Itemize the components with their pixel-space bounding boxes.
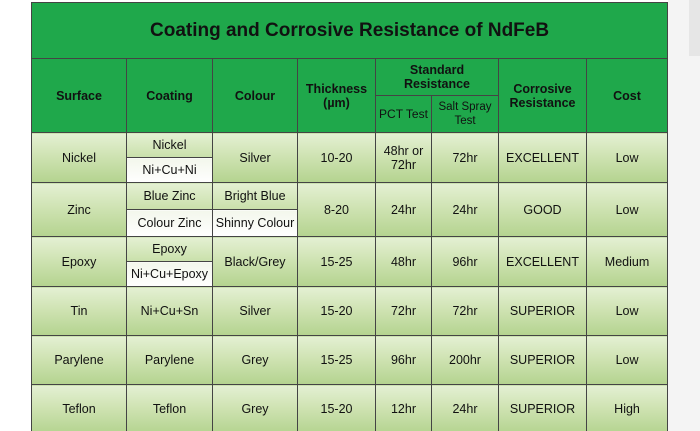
table-row: Zinc Blue Zinc Bright Blue 8-20 24hr 24hr GOOD…	[31, 182, 669, 237]
coating-cell: Parylene	[126, 335, 213, 385]
salt-spray-cell: 24hr	[431, 384, 499, 431]
coating-table: Coating and Corrosive Resistance of NdFe…	[30, 2, 669, 431]
coating-cell: Nickel	[126, 132, 213, 158]
header-standard-resistance: Standard Resistance	[375, 58, 499, 96]
colour-cell: Grey	[212, 335, 298, 385]
header-salt-spray-test: Salt Spray Test	[431, 95, 499, 133]
table-row: Tin Ni+Cu+Sn Silver 15-20 72hr 72hr SUPERIOR Lo…	[31, 286, 669, 336]
corrosive-resistance-cell: EXCELLENT	[498, 236, 587, 287]
coating-cell: Colour Zinc	[126, 209, 213, 237]
pct-test-cell: 48hr or 72hr	[375, 132, 432, 183]
surface-cell: Teflon	[31, 384, 127, 431]
header-salt-spray-label: Salt Spray Test	[438, 101, 492, 127]
pct-test-cell: 24hr	[375, 182, 432, 237]
salt-spray-cell: 200hr	[431, 335, 499, 385]
thickness-cell: 10-20	[297, 132, 376, 183]
surface-cell: Tin	[31, 286, 127, 336]
thickness-cell: 15-25	[297, 335, 376, 385]
pct-test-cell: 48hr	[375, 236, 432, 287]
colour-cell: Shinny Colour	[212, 209, 298, 237]
surface-cell: Zinc	[31, 182, 127, 237]
coating-cell: Ni+Cu+Sn	[126, 286, 213, 336]
table-row: Parylene Parylene Grey 15-25 96hr 200hr SUPERI…	[31, 335, 669, 385]
colour-cell: Silver	[212, 132, 298, 183]
cost-cell: Low	[585, 286, 669, 336]
colour-cell: Grey	[212, 384, 298, 431]
table-title: Coating and Corrosive Resistance of NdFe…	[30, 2, 669, 59]
thickness-cell: 15-25	[297, 236, 376, 287]
header-corrosive-resistance-label: Corrosive Resistance	[509, 81, 576, 110]
header-surface: Surface	[31, 58, 127, 133]
coating-cell: Ni+Cu+Ni	[126, 157, 213, 183]
thickness-cell: 15-20	[297, 286, 376, 336]
right-margin	[668, 0, 700, 431]
table-row-continued: Colour Zinc Shinny Colour	[32, 209, 668, 237]
colour-cell: Black/Grey	[212, 236, 298, 287]
cost-cell: Medium	[585, 236, 669, 287]
corrosive-resistance-cell: SUPERIOR	[498, 335, 587, 385]
surface-cell: Nickel	[31, 132, 127, 183]
coating-cell: Blue Zinc	[126, 182, 213, 210]
table-body: Nickel Nickel Silver 10-20 48hr or 72hr 72hr E…	[31, 132, 669, 431]
salt-spray-cell: 72hr	[431, 132, 499, 183]
header-coating: Coating	[126, 58, 213, 133]
salt-spray-cell: 96hr	[431, 236, 499, 287]
thickness-cell: 15-20	[297, 384, 376, 431]
cost-cell: High	[585, 384, 669, 431]
scroll-notch	[689, 0, 700, 56]
corrosive-resistance-cell: SUPERIOR	[498, 286, 587, 336]
coating-cell: Teflon	[126, 384, 213, 431]
salt-spray-cell: 72hr	[431, 286, 499, 336]
header-corrosive-resistance: Corrosive Resistance	[498, 58, 587, 133]
header-colour: Colour	[212, 58, 298, 133]
table-row: Nickel Nickel Silver 10-20 48hr or 72hr 72hr E…	[31, 132, 669, 183]
colour-cell: Bright Blue	[212, 182, 298, 210]
corrosive-resistance-cell: GOOD	[498, 182, 587, 237]
pct-test-cell: 72hr	[375, 286, 432, 336]
cost-cell: Low	[585, 132, 669, 183]
corrosive-resistance-cell: EXCELLENT	[498, 132, 587, 183]
pct-test-cell: 12hr	[375, 384, 432, 431]
pct-test-cell: 96hr	[375, 335, 432, 385]
table-row-continued: Ni+Cu+Ni	[32, 157, 668, 183]
table-row: Teflon Teflon Grey 15-20 12hr 24hr SUPERIOR Hig…	[31, 384, 669, 431]
coating-cell: Ni+Cu+Epoxy	[126, 261, 213, 287]
header-standard-resistance-label: Standard Resistance	[403, 63, 470, 91]
cost-cell: Low	[585, 182, 669, 237]
surface-cell: Parylene	[31, 335, 127, 385]
corrosive-resistance-cell: SUPERIOR	[498, 384, 587, 431]
thickness-cell: 8-20	[297, 182, 376, 237]
table-row: Epoxy Epoxy Black/Grey 15-25 48hr 96hr EXCELLE…	[31, 236, 669, 287]
surface-cell: Epoxy	[31, 236, 127, 287]
header-pct-test: PCT Test	[375, 95, 432, 133]
coating-cell: Epoxy	[126, 236, 213, 262]
table-row-continued: Ni+Cu+Epoxy	[32, 261, 668, 287]
cost-cell: Low	[585, 335, 669, 385]
colour-cell: Silver	[212, 286, 298, 336]
salt-spray-cell: 24hr	[431, 182, 499, 237]
header-thickness-label: Thickness (µm)	[305, 81, 368, 110]
header-thickness: Thickness (µm)	[297, 58, 376, 133]
header-cost: Cost	[585, 58, 669, 133]
